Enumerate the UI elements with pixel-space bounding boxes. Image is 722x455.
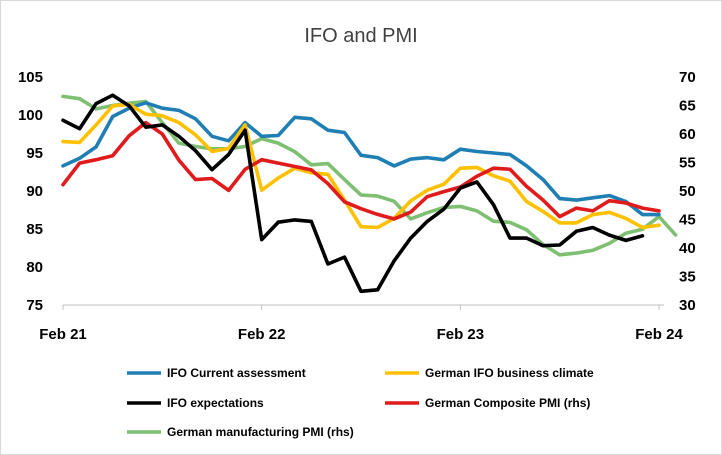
left-tick-label: 85 [26,221,43,238]
legend-label: IFO expectations [167,396,264,410]
series-lines [61,93,678,294]
right-tick-label: 40 [679,240,696,257]
right-axis-ticks: 30 35 40 45 50 55 60 65 70 [679,69,696,314]
series-line-1 [61,102,661,230]
right-tick-label: 55 [679,155,696,172]
legend-label: IFO Current assessment [167,366,306,380]
right-tick-label: 30 [679,297,696,314]
right-tick-label: 65 [679,98,696,115]
right-tick-label: 70 [679,69,696,86]
legend-label: German Composite PMI (rhs) [425,396,590,410]
left-tick-label: 100 [18,107,43,124]
right-tick-label: 45 [679,212,696,229]
x-tick-label: Feb 21 [39,326,87,343]
left-tick-label: 95 [26,145,43,162]
left-tick-label: 105 [18,69,43,86]
left-tick-label: 90 [26,183,43,200]
series-line-0 [61,101,661,217]
legend-label: German manufacturing PMI (rhs) [167,425,354,439]
series-line-2 [61,93,645,294]
series-line-3 [61,120,661,221]
x-tick-label: Feb 24 [635,326,683,343]
right-tick-label: 50 [679,183,696,200]
left-axis-ticks: 75 80 85 90 95 100 105 [18,69,43,314]
left-tick-label: 80 [26,259,43,276]
right-tick-label: 60 [679,126,696,143]
legend-label: German IFO business climate [425,366,594,380]
left-tick-label: 75 [26,297,43,314]
chart-title: IFO and PMI [304,25,417,47]
right-tick-label: 35 [679,269,696,286]
x-axis-ticks: Feb 21 Feb 22 Feb 23 Feb 24 [39,305,683,343]
x-tick-label: Feb 23 [437,326,485,343]
legend: IFO Current assessment German IFO busines… [127,366,594,439]
x-tick-label: Feb 22 [238,326,286,343]
